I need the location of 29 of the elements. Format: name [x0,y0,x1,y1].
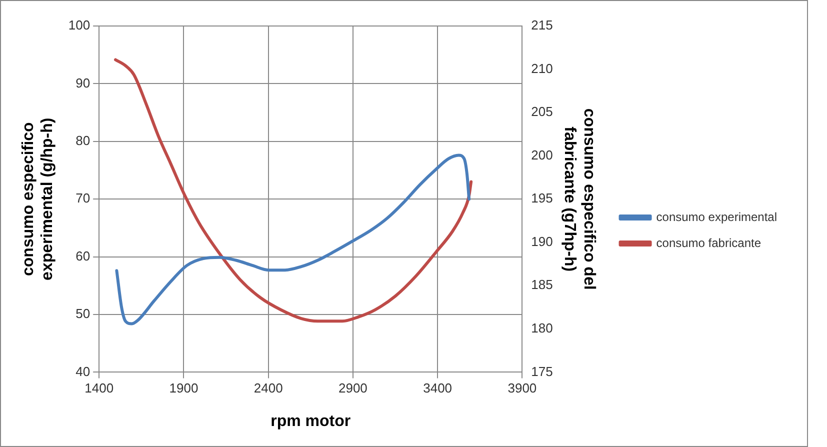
y-tick-label: 50 [76,306,90,322]
y-tick-label: 100 [68,18,90,33]
y2-axis-title: consumo especifico del fabricante (g7hp-h) [561,108,598,290]
x-tick-label: 2900 [338,380,368,396]
y-tick-label: 40 [76,364,90,379]
x-axis-title: rpm motor [270,412,351,430]
y2-tick-label: 175 [531,364,553,379]
x-tick-label: 3400 [423,380,452,396]
line-series [114,58,473,323]
y-axis-title: consumo especifico experimental (g/hp-h) [20,118,56,280]
y2-tick-label: 200 [531,147,553,162]
y2-tick-label: 180 [531,320,553,336]
x-tick-label: 1400 [84,380,114,396]
y-tick-label: 60 [76,248,90,264]
legend-label: consumo fabricante [656,236,762,250]
y2-tick-label: 185 [531,277,553,292]
y2-tick-label: 210 [531,60,553,76]
line-series [115,154,471,326]
y-tick-label: 80 [76,132,90,148]
x-tick-label: 1900 [169,380,198,396]
legend-label: consumo experimental [656,210,778,224]
y2-tick-label: 205 [531,104,553,120]
x-tick-label: 3900 [508,380,537,396]
y2-tick-label: 195 [531,190,553,206]
y2-tick-label: 190 [531,234,553,249]
y-tick-label: 90 [76,75,90,90]
y-tick-label: 70 [76,190,90,206]
x-tick-label: 2400 [254,380,283,396]
y2-tick-label: 215 [531,18,553,33]
